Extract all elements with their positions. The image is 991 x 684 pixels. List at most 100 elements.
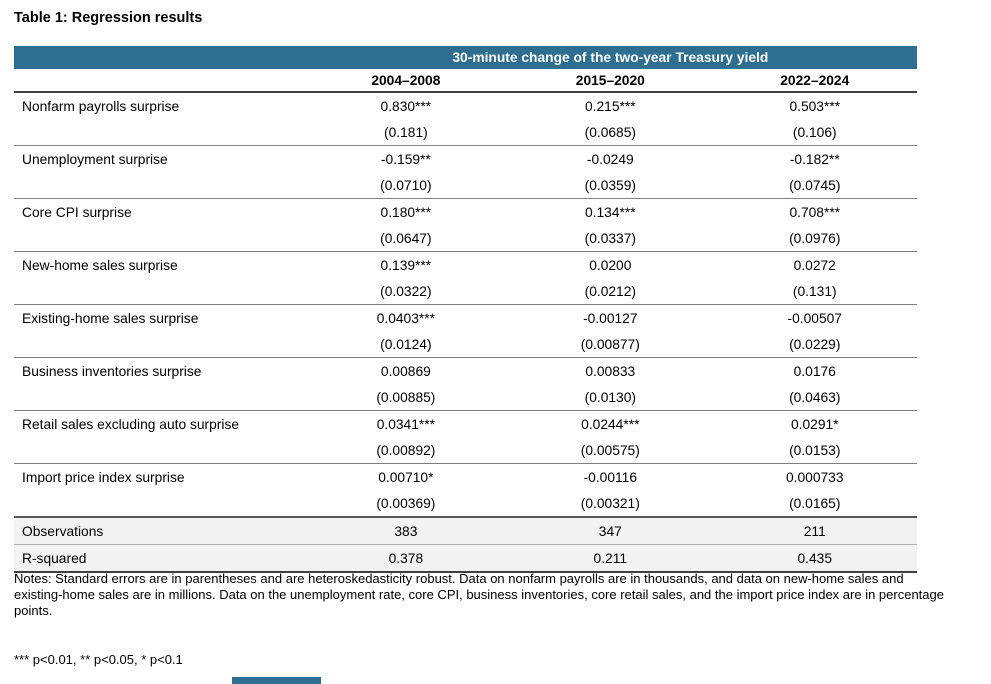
table-row-se: (0.00892) (0.00575) (0.0153) <box>14 437 917 464</box>
table-row-se: (0.0322) (0.0212) (0.131) <box>14 278 917 305</box>
stat-cell: 0.211 <box>508 544 713 573</box>
table-row-se: (0.0710) (0.0359) (0.0745) <box>14 172 917 199</box>
se-cell: (0.106) <box>712 119 917 146</box>
stat-cell: 347 <box>508 517 713 545</box>
se-cell: (0.0745) <box>712 172 917 199</box>
coef-cell: 0.0272 <box>793 257 836 273</box>
coef-cell: -0.159** <box>380 151 431 167</box>
table-row-se: (0.181) (0.0685) (0.106) <box>14 119 917 146</box>
coef-cell: -0.00507 <box>787 310 842 326</box>
se-cell: (0.0212) <box>508 278 713 305</box>
se-cell: (0.00575) <box>508 437 713 464</box>
row-label: Retail sales excluding auto surprise <box>22 416 240 432</box>
coef-cell: 0.215*** <box>584 98 636 114</box>
table-row: Nonfarm payrolls surprise 0.830*** 0.215… <box>14 92 917 119</box>
coef-cell: 0.830*** <box>380 98 432 114</box>
coef-cell: 0.139*** <box>380 257 432 273</box>
table-row-se: (0.00885) (0.0130) (0.0463) <box>14 384 917 411</box>
coef-cell: -0.00116 <box>583 469 638 485</box>
table-row: Retail sales excluding auto surprise 0.0… <box>14 411 917 438</box>
row-label: Unemployment surprise <box>22 151 168 167</box>
observations-row: Observations 383 347 211 <box>14 517 917 545</box>
row-label: Core CPI surprise <box>22 204 132 220</box>
row-label-empty <box>14 225 304 252</box>
se-cell: (0.0124) <box>303 331 509 358</box>
se-cell: (0.181) <box>303 119 509 146</box>
next-table-header-fragment <box>232 677 321 684</box>
table-row: Unemployment surprise -0.159** -0.0249 -… <box>14 146 917 173</box>
coef-cell: 0.00833 <box>585 363 636 379</box>
stat-label: R-squared <box>14 544 304 573</box>
row-label: Business inventories surprise <box>22 363 202 379</box>
table-notes: Notes: Standard errors are in parenthese… <box>14 571 944 618</box>
table-row: Business inventories surprise 0.00869 0.… <box>14 358 917 385</box>
coef-cell: 0.000733 <box>785 469 844 485</box>
row-label-empty <box>14 490 304 518</box>
se-cell: (0.0229) <box>712 331 917 358</box>
se-cell: (0.0710) <box>303 172 509 199</box>
row-label: Import price index surprise <box>22 469 185 485</box>
stat-label: Observations <box>14 517 304 545</box>
r-squared-row: R-squared 0.378 0.211 0.435 <box>14 544 917 573</box>
se-cell: (0.00885) <box>303 384 509 411</box>
se-cell: (0.0165) <box>712 490 917 518</box>
table-title-bar-left <box>14 46 304 69</box>
se-cell: (0.131) <box>712 278 917 305</box>
column-header-row: 2004–2008 2015–2020 2022–2024 <box>14 69 917 93</box>
coef-cell: 0.503*** <box>789 98 841 114</box>
regression-table: 30-minute change of the two-year Treasur… <box>14 46 917 573</box>
coef-cell: 0.00869 <box>380 363 431 379</box>
coef-cell: -0.182** <box>789 151 840 167</box>
se-cell: (0.0647) <box>303 225 509 252</box>
se-cell: (0.0359) <box>508 172 713 199</box>
coef-cell: 0.0403*** <box>376 310 436 326</box>
column-header-2004-2008: 2004–2008 <box>303 69 509 93</box>
row-label-empty <box>14 384 304 411</box>
se-cell: (0.0130) <box>508 384 713 411</box>
table-title-bar: 30-minute change of the two-year Treasur… <box>14 46 917 69</box>
coef-cell: -0.0249 <box>586 151 634 167</box>
coef-cell: 0.708*** <box>789 204 841 220</box>
table-span-header: 30-minute change of the two-year Treasur… <box>303 46 917 69</box>
coef-cell: 0.180*** <box>380 204 432 220</box>
row-label-empty <box>14 119 304 146</box>
row-label-empty <box>14 278 304 305</box>
stat-cell: 383 <box>303 517 509 545</box>
column-header-2022-2024: 2022–2024 <box>712 69 917 93</box>
row-label: Existing-home sales surprise <box>22 310 199 326</box>
row-label-empty <box>14 172 304 199</box>
coef-cell: 0.0176 <box>793 363 836 379</box>
table-row: Core CPI surprise 0.180*** 0.134*** 0.70… <box>14 199 917 226</box>
table-row: Existing-home sales surprise 0.0403*** -… <box>14 305 917 332</box>
table-row: Import price index surprise 0.00710* -0.… <box>14 464 917 491</box>
se-cell: (0.00321) <box>508 490 713 518</box>
corner-cell <box>14 69 304 93</box>
stat-cell: 0.435 <box>712 544 917 573</box>
row-label: New-home sales surprise <box>22 257 178 273</box>
se-cell: (0.0153) <box>712 437 917 464</box>
se-cell: (0.0976) <box>712 225 917 252</box>
coef-cell: 0.134*** <box>584 204 636 220</box>
se-cell: (0.0463) <box>712 384 917 411</box>
se-cell: (0.0685) <box>508 119 713 146</box>
se-cell: (0.00369) <box>303 490 509 518</box>
coef-cell: 0.0291* <box>790 416 839 432</box>
se-cell: (0.00892) <box>303 437 509 464</box>
coef-cell: 0.0200 <box>589 257 632 273</box>
page-title: Table 1: Regression results <box>14 10 203 26</box>
coef-cell: 0.0341*** <box>376 416 436 432</box>
row-label-empty <box>14 331 304 358</box>
se-cell: (0.00877) <box>508 331 713 358</box>
se-cell: (0.0322) <box>303 278 509 305</box>
se-cell: (0.0337) <box>508 225 713 252</box>
table-row: New-home sales surprise 0.139*** 0.0200 … <box>14 252 917 279</box>
significance-legend: *** p<0.01, ** p<0.05, * p<0.1 <box>14 652 183 667</box>
column-header-2015-2020: 2015–2020 <box>508 69 713 93</box>
stat-cell: 0.378 <box>303 544 509 573</box>
stat-cell: 211 <box>712 517 917 545</box>
coef-cell: 0.0244*** <box>581 416 640 432</box>
table-row-se: (0.00369) (0.00321) (0.0165) <box>14 490 917 518</box>
coef-cell: -0.00127 <box>583 310 638 326</box>
table-row-se: (0.0647) (0.0337) (0.0976) <box>14 225 917 252</box>
table-row-se: (0.0124) (0.00877) (0.0229) <box>14 331 917 358</box>
